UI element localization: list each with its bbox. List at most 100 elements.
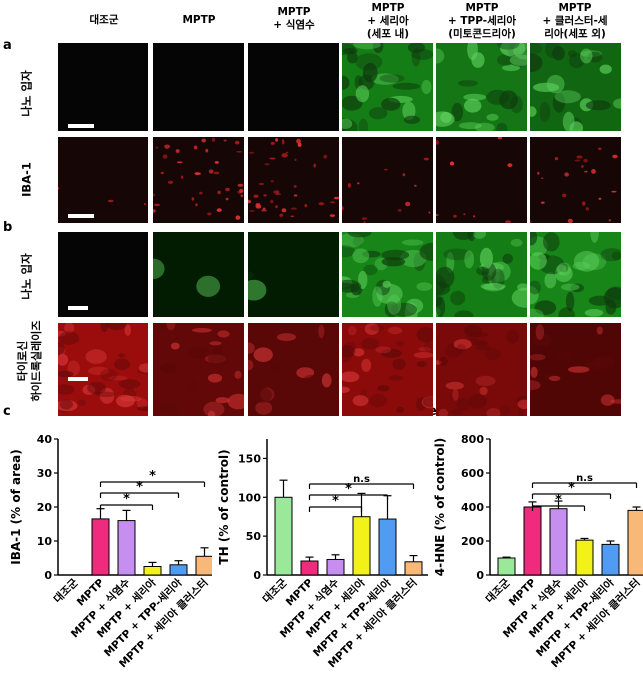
bar [117, 520, 136, 576]
y-tick-label: 400 [461, 501, 484, 514]
column-header-line: + 식염수 [273, 19, 315, 31]
bar [300, 560, 319, 576]
micrograph-tile [153, 232, 244, 317]
micrograph-tile [248, 323, 339, 416]
column-header: MPTP + 세리아 (세포 내) [340, 2, 436, 41]
micrograph-tile [58, 43, 148, 131]
column-header-line: 리아(세포 외) [544, 28, 606, 40]
bar [627, 509, 643, 576]
significance-label: n.s [576, 473, 593, 484]
scale-bar [68, 214, 94, 218]
micrograph-tile [530, 43, 621, 131]
y-tick-label: 0 [476, 569, 484, 582]
y-axis-label: TH (% of control) [217, 449, 231, 564]
scale-bar [68, 124, 94, 128]
y-tick-label: 30 [37, 467, 53, 480]
column-header-line: MPTP [465, 2, 499, 14]
micrograph-tile [153, 323, 244, 416]
column-header: MPTP + TPP-세리아 (미토콘드리아) [434, 2, 530, 41]
bar [169, 564, 188, 576]
row-label-th-line2: 하이드록실레이즈 [30, 320, 43, 402]
y-tick-label: 800 [461, 433, 484, 446]
significance-label: * [136, 480, 143, 495]
bar [352, 516, 371, 576]
column-header-line: + 클러스터-세 [542, 15, 608, 27]
row-label-a-iba1: IBA-1 [19, 162, 34, 197]
micrograph-tile [342, 323, 433, 416]
y-tick-label: 200 [461, 535, 484, 548]
bar [601, 543, 620, 576]
column-header-line: MPTP [182, 14, 216, 26]
micrograph-tile [530, 232, 621, 317]
significance-label: * [555, 493, 562, 508]
scale-bar [68, 306, 88, 310]
column-header-line: 대조군 [89, 14, 119, 26]
significance-label: n.s [353, 474, 370, 485]
micrograph-tile [153, 137, 244, 223]
bar [523, 506, 542, 576]
bar [326, 558, 345, 576]
micrograph-tile [342, 43, 433, 131]
micrograph-tile [248, 43, 339, 131]
significance-label: * [149, 469, 156, 484]
y-axis-label: 4-HNE (% of control) [433, 438, 447, 577]
y-tick-label: 100 [238, 491, 261, 504]
column-header: MPTP [151, 14, 247, 27]
bar [549, 508, 568, 576]
bar [143, 566, 162, 576]
significance-label: * [568, 481, 575, 496]
column-header-line: MPTP [558, 2, 592, 14]
micrograph-tile [436, 323, 527, 416]
micrograph-tile [530, 323, 621, 416]
micrograph-tile [342, 137, 433, 223]
row-label-b-tyrosine-hydroxylase: 타이로신 하이드록실레이즈 [16, 306, 46, 416]
column-header-line: MPTP [371, 2, 405, 14]
column-header: MPTP + 식염수 [246, 6, 342, 32]
scale-bar [68, 377, 88, 381]
y-tick-label: 600 [461, 467, 484, 480]
column-header: MPTP + 클러스터-세 리아(세포 외) [527, 2, 623, 41]
panel-letter-b: b [3, 220, 13, 235]
bar [91, 518, 110, 576]
row-label-th-line1: 타이로신 [16, 340, 29, 382]
micrograph-tile [248, 137, 339, 223]
column-header-line: (세포 내) [366, 28, 410, 40]
micrograph-tile [58, 232, 148, 317]
column-header-line: (미토콘드리아) [448, 28, 516, 40]
y-axis-label: IBA-1 (% of area) [9, 449, 23, 564]
bar [378, 518, 397, 576]
column-header: 대조군 [56, 14, 152, 27]
panel-letter-c: c [3, 404, 11, 419]
bar [575, 539, 594, 576]
bar [497, 557, 516, 576]
significance-label: * [332, 494, 339, 509]
bar [195, 555, 212, 576]
panel-letter-a: a [3, 38, 12, 53]
column-header-line: MPTP [277, 6, 311, 18]
y-tick-label: 20 [37, 501, 53, 514]
bar [404, 561, 423, 576]
micrograph-tile [248, 232, 339, 317]
micrograph-tile [436, 43, 527, 131]
micrograph-tile [58, 137, 148, 223]
bar [274, 496, 293, 576]
micrograph-tile [342, 232, 433, 317]
micrograph-tile [530, 137, 621, 223]
micrograph-tile [153, 43, 244, 131]
micrograph-tile [436, 232, 527, 317]
micrograph-tile [58, 323, 148, 416]
y-tick-label: 150 [238, 452, 261, 465]
significance-label: * [123, 492, 130, 507]
row-label-b-nanoparticle: 나노 입자 [19, 253, 34, 300]
y-tick-label: 40 [37, 433, 53, 446]
y-tick-label: 0 [253, 569, 261, 582]
row-label-a-nanoparticle: 나노 입자 [19, 70, 34, 117]
column-header-line: + TPP-세리아 [447, 15, 517, 27]
y-tick-label: 0 [44, 569, 52, 582]
column-header-line: + 세리아 [367, 15, 409, 27]
micrograph-tile [436, 137, 527, 223]
y-tick-label: 50 [246, 530, 262, 543]
